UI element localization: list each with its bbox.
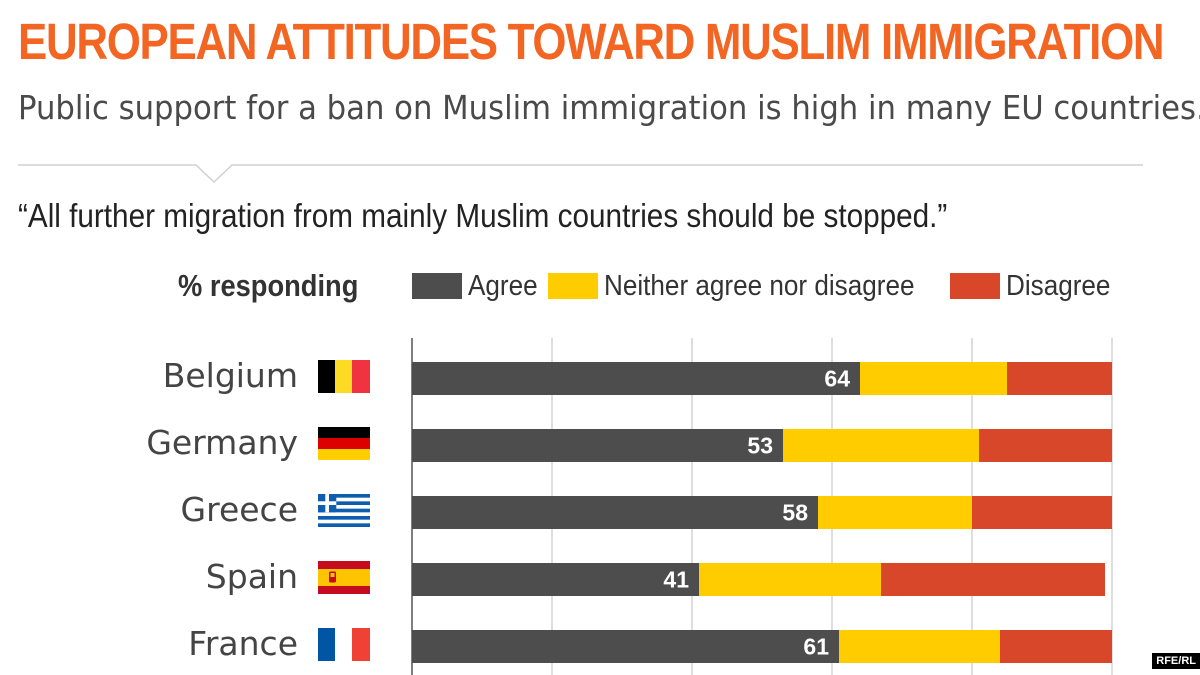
- divider: [18, 164, 1143, 184]
- spain-flag: [318, 561, 370, 594]
- legend-disagree: Disagree: [950, 268, 1122, 304]
- country-label-greece: Greece: [180, 490, 298, 529]
- data-label-greece: 58: [782, 500, 808, 526]
- credit-badge: RFE/RL: [1152, 653, 1200, 669]
- france-flag: [318, 628, 370, 661]
- legend-swatch-agree: [412, 273, 462, 299]
- country-label-germany: Germany: [146, 423, 298, 462]
- bar-agree-germany: [412, 429, 783, 462]
- bar-disagree-belgium: [1007, 362, 1112, 395]
- survey-question: “All further migration from mainly Musli…: [18, 197, 948, 234]
- belgium-flag: [318, 360, 370, 393]
- data-label-spain: 41: [663, 567, 689, 593]
- legend-label-neither: Neither agree nor disagree: [604, 269, 915, 302]
- legend-neither: Neither agree nor disagree: [548, 268, 949, 304]
- data-label-germany: 53: [747, 433, 773, 459]
- bar-neither-belgium: [860, 362, 1007, 395]
- data-label-france: 61: [803, 634, 829, 660]
- chart-subtitle: Public support for a ban on Muslim immig…: [18, 88, 1200, 127]
- responding-label: % responding: [178, 268, 359, 303]
- legend-swatch-disagree: [950, 273, 1000, 299]
- legend-label-agree: Agree: [468, 269, 538, 302]
- bar-disagree-spain: [881, 563, 1105, 596]
- bar-neither-spain: [699, 563, 881, 596]
- data-label-belgium: 64: [824, 366, 850, 392]
- greece-flag: [318, 494, 370, 527]
- country-label-belgium: Belgium: [162, 356, 298, 395]
- bar-agree-belgium: [412, 362, 860, 395]
- chart-title: EUROPEAN ATTITUDES TOWARD MUSLIM IMMIGRA…: [18, 13, 1165, 70]
- country-label-france: France: [188, 624, 298, 663]
- legend-swatch-neither: [548, 273, 598, 299]
- bar-agree-france: [412, 630, 839, 663]
- bar-agree-greece: [412, 496, 818, 529]
- bar-disagree-germany: [979, 429, 1112, 462]
- bar-neither-france: [839, 630, 1000, 663]
- legend-label-disagree: Disagree: [1006, 269, 1111, 302]
- bar-neither-greece: [818, 496, 972, 529]
- bar-disagree-greece: [972, 496, 1112, 529]
- legend-agree: Agree: [412, 268, 545, 304]
- country-label-spain: Spain: [205, 557, 298, 596]
- germany-flag: [318, 427, 370, 460]
- bar-agree-spain: [412, 563, 699, 596]
- bar-neither-germany: [783, 429, 979, 462]
- bar-disagree-france: [1000, 630, 1112, 663]
